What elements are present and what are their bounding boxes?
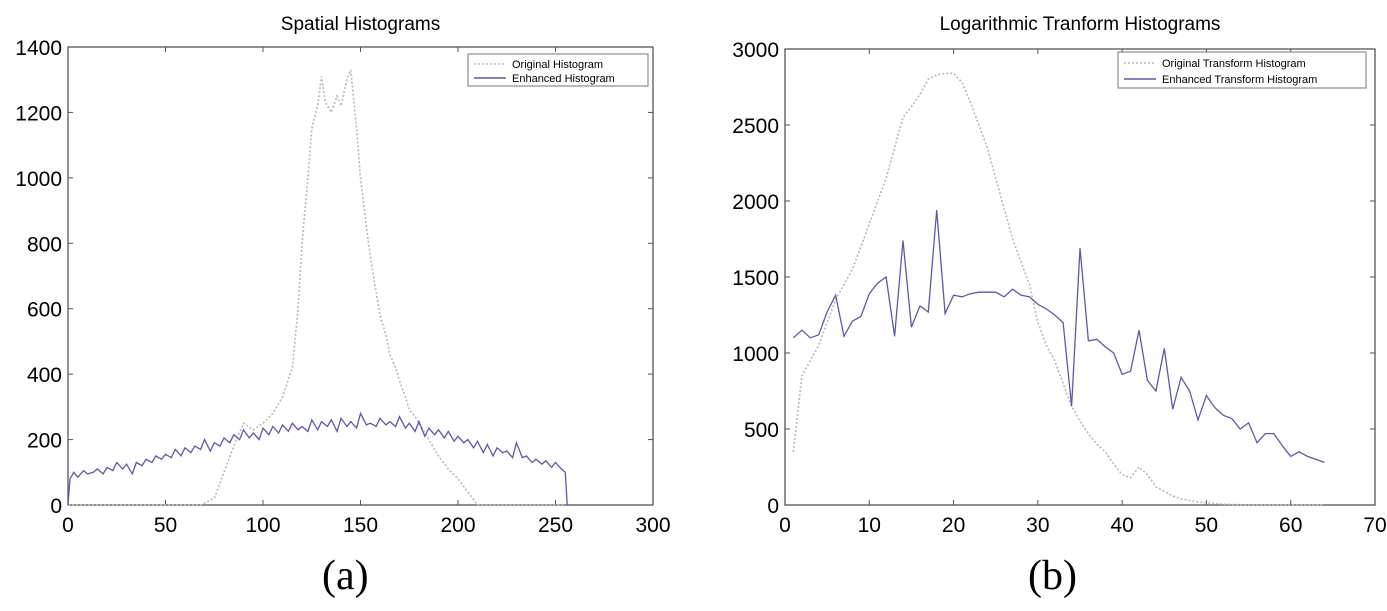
caption-a: (a) xyxy=(322,553,369,599)
x-tick-label: 40 xyxy=(1110,514,1133,537)
x-tick-label: 150 xyxy=(343,514,378,537)
series-line-original xyxy=(792,72,1325,506)
y-tick-label: 200 xyxy=(27,430,62,453)
legend-label: Original Histogram xyxy=(512,59,603,71)
legend-label: Enhanced Histogram xyxy=(512,73,615,85)
series-line-enhanced xyxy=(792,210,1325,464)
y-tick-label: 0 xyxy=(767,495,779,518)
y-tick-label: 600 xyxy=(27,299,62,322)
x-tick-label: 200 xyxy=(440,514,475,537)
legend: Original Histogram Enhanced Histogram xyxy=(467,53,649,87)
axes-box xyxy=(67,46,654,506)
legend-label: Original Transform Histogram xyxy=(1162,58,1306,70)
x-tick-label: 60 xyxy=(1279,514,1302,537)
chart-title: Logarithmic Tranform Histograms xyxy=(940,14,1221,35)
x-tick-label: 50 xyxy=(1195,514,1218,537)
x-tick-label: 10 xyxy=(858,514,881,537)
y-tick-label: 1500 xyxy=(732,267,779,290)
y-tick-label: 2500 xyxy=(732,115,779,138)
x-tick-label: 70 xyxy=(1363,514,1386,537)
legend-box xyxy=(467,53,649,87)
chart-log-transform: Logarithmic Tranform Histograms 0 10 20 30 40… xyxy=(732,14,1386,537)
y-tick-label: 1400 xyxy=(15,37,62,60)
caption-b: (b) xyxy=(1028,553,1077,599)
series-line-enhanced xyxy=(67,411,568,506)
y-tick-label: 0 xyxy=(50,495,62,518)
legend-box xyxy=(1117,51,1367,89)
x-tick-label: 0 xyxy=(62,514,74,537)
y-tick-label: 1000 xyxy=(15,168,62,191)
series-line-original xyxy=(68,69,566,506)
y-tick-label: 800 xyxy=(27,233,62,256)
y-tick-label: 3000 xyxy=(732,39,779,62)
chart-title: Spatial Histograms xyxy=(281,14,440,35)
x-tick-label: 50 xyxy=(154,514,177,537)
chart-spatial: Spatial Histograms 0 50 100 150 200 250 300 0 200… xyxy=(15,14,670,537)
y-tick-label: 1000 xyxy=(732,343,779,366)
x-tick-label: 250 xyxy=(538,514,573,537)
y-tick-label: 1200 xyxy=(15,102,62,125)
x-tick-label: 0 xyxy=(779,514,791,537)
axes-box xyxy=(784,48,1376,506)
x-tick-label: 30 xyxy=(1026,514,1049,537)
y-tick-label: 2000 xyxy=(732,191,779,214)
legend-label: Enhanced Transform Histogram xyxy=(1162,74,1317,86)
x-tick-label: 300 xyxy=(635,514,670,537)
legend: Original Transform Histogram Enhanced Tra… xyxy=(1117,51,1367,89)
x-tick-label: 100 xyxy=(245,514,280,537)
y-tick-label: 400 xyxy=(27,364,62,387)
y-tick-label: 500 xyxy=(744,419,779,442)
x-tick-label: 20 xyxy=(942,514,965,537)
